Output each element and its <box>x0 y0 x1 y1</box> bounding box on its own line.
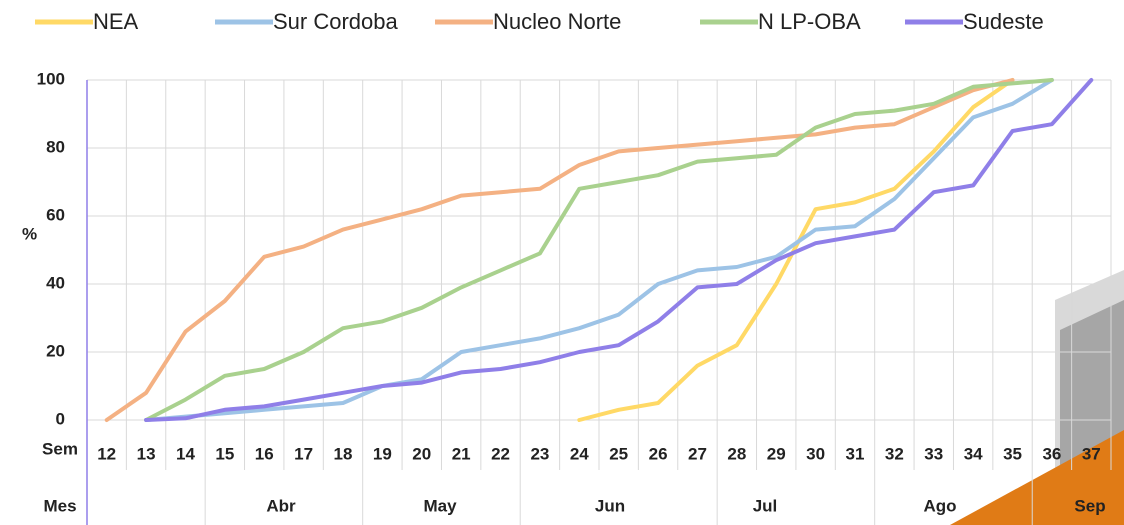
series-line <box>144 78 1054 422</box>
x-tick-label: 24 <box>570 444 589 463</box>
month-label: May <box>423 496 457 515</box>
legend-label: N LP-OBA <box>758 9 861 34</box>
x-tick-label: 36 <box>1042 444 1061 463</box>
month-label: Jun <box>595 496 625 515</box>
x-tick-label: 21 <box>452 444 471 463</box>
series-line <box>104 78 1015 422</box>
month-label: Jul <box>753 496 778 515</box>
x-tick-label: 23 <box>530 444 549 463</box>
x-tick-label: 22 <box>491 444 510 463</box>
x-tick-label: 26 <box>649 444 668 463</box>
y-tick-label: 60 <box>46 205 65 224</box>
x-tick-label: 32 <box>885 444 904 463</box>
legend-label: Sur Cordoba <box>273 9 399 34</box>
x-tick-label: 34 <box>964 444 983 463</box>
y-tick-label: 40 <box>46 273 65 292</box>
legend-label: Sudeste <box>963 9 1044 34</box>
x-tick-label: 15 <box>215 444 234 463</box>
x-tick-label: 31 <box>846 444 865 463</box>
legend-label: Nucleo Norte <box>493 9 621 34</box>
x-tick-label: 12 <box>97 444 116 463</box>
month-row-label: Mes <box>43 496 76 515</box>
x-tick-label: 30 <box>806 444 825 463</box>
x-tick-label: 27 <box>688 444 707 463</box>
series-line <box>577 78 1015 422</box>
y-tick-label: 80 <box>46 137 65 156</box>
y-tick-label: 0 <box>56 409 65 428</box>
month-label: Sep <box>1074 496 1105 515</box>
x-tick-label: 18 <box>334 444 353 463</box>
x-tick-label: 25 <box>609 444 628 463</box>
x-tick-label: 28 <box>727 444 746 463</box>
series-line <box>144 78 1054 422</box>
x-tick-label: 20 <box>412 444 431 463</box>
x-tick-label: 29 <box>767 444 786 463</box>
x-tick-label: 16 <box>255 444 274 463</box>
y-tick-label: 20 <box>46 341 65 360</box>
x-tick-label: 14 <box>176 444 195 463</box>
x-tick-label: 37 <box>1082 444 1101 463</box>
x-tick-label: 33 <box>924 444 943 463</box>
series-line <box>144 78 1094 422</box>
month-label: Ago <box>923 496 956 515</box>
x-row-label: Sem <box>42 439 78 458</box>
x-tick-label: 35 <box>1003 444 1022 463</box>
y-tick-label: 100 <box>37 69 65 88</box>
x-tick-label: 17 <box>294 444 313 463</box>
y-axis-label: % <box>22 224 37 243</box>
x-tick-label: 19 <box>373 444 392 463</box>
x-tick-label: 13 <box>137 444 156 463</box>
legend-label: NEA <box>93 9 139 34</box>
month-label: Abr <box>266 496 296 515</box>
decoration <box>950 430 1124 525</box>
